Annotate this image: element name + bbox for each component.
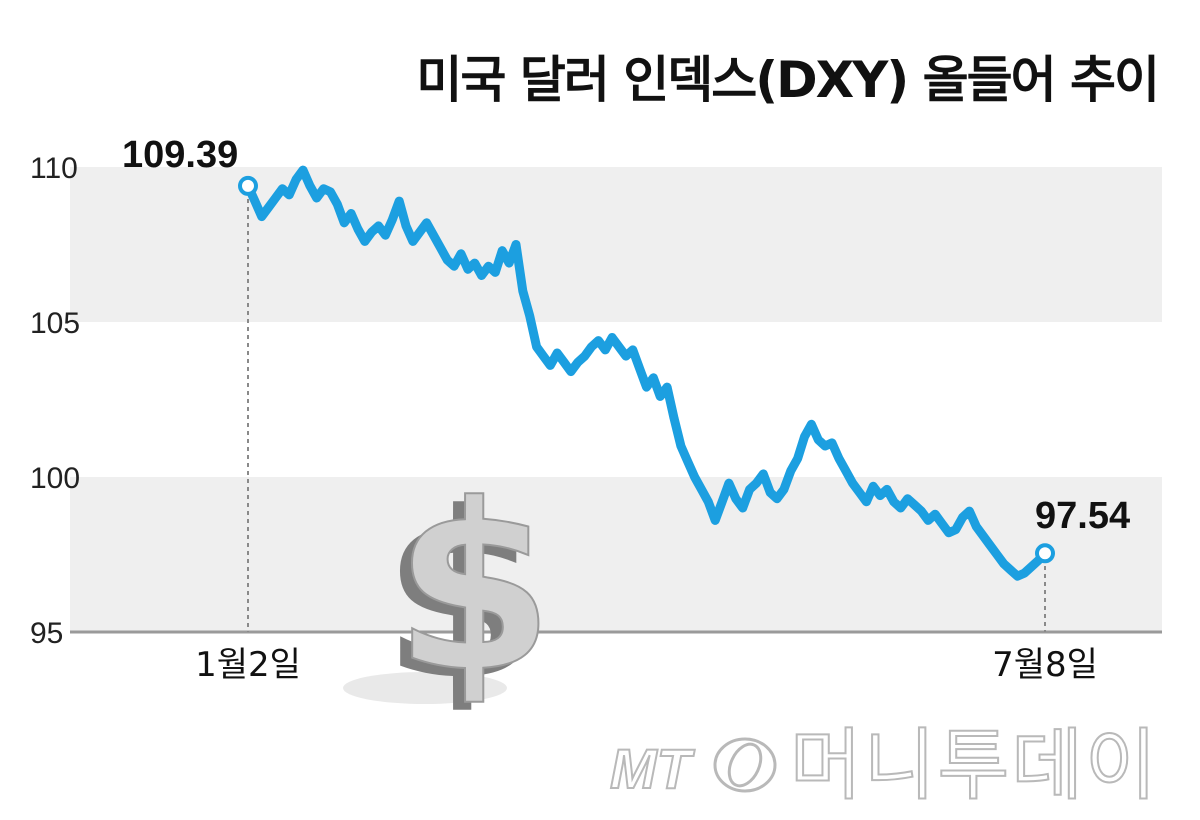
y-tick-label: 100 [30, 462, 80, 495]
y-tick-label: 95 [30, 617, 63, 650]
chart-title: 미국 달러 인덱스(DXY) 올들어 추이 [416, 51, 1160, 109]
y-tick-label: 110 [30, 152, 78, 185]
end-value-label: 97.54 [1035, 495, 1130, 537]
grid-band [70, 477, 1162, 632]
watermark-brand: 머니투데이 [790, 721, 1159, 811]
x-label-end: 7월8일 [992, 645, 1098, 685]
svg-text:$: $ [382, 464, 542, 731]
start-point-marker [238, 175, 258, 196]
grid-band [70, 167, 1162, 322]
y-tick-label: 105 [30, 307, 80, 340]
x-label-start: 1월2일 [195, 645, 301, 685]
money-today-watermark: MT 머니투데이 [609, 720, 1159, 812]
series-line-dxy [243, 165, 1050, 581]
svg-text:$: $ [394, 456, 554, 723]
y-axis-ticks: 110 105 100 95 [30, 152, 80, 650]
end-point-marker [1035, 543, 1055, 564]
start-value-label: 109.39 [122, 134, 238, 176]
watermark-mt: MT [610, 737, 696, 800]
dollar-sign-icon: $ $ [343, 455, 555, 731]
